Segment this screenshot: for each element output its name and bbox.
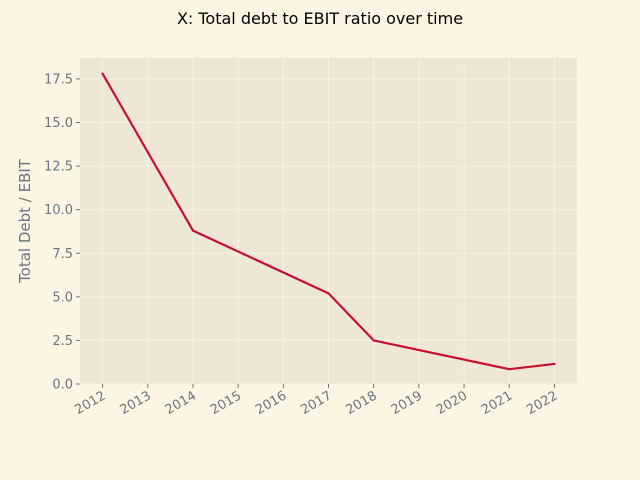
data-point <box>191 229 195 232</box>
y-tick-label: 17.5 <box>44 72 73 87</box>
y-tick-label: 5.0 <box>52 290 73 305</box>
data-point <box>372 339 375 342</box>
y-tick-label: 7.5 <box>52 247 73 262</box>
data-point <box>101 72 104 75</box>
data-point <box>553 362 556 366</box>
data-point <box>327 292 330 295</box>
series-line <box>101 72 556 371</box>
y-axis-label: Total Debt / EBIT <box>16 158 34 284</box>
y-tick-label: 15.0 <box>44 116 73 131</box>
data-point <box>508 368 511 371</box>
y-tick-label: 0.0 <box>52 378 73 393</box>
y-tick-label: 2.5 <box>52 334 73 349</box>
y-tick-label: 10.0 <box>44 203 73 218</box>
y-tick-label: 12.5 <box>44 160 73 175</box>
chart-title: X: Total debt to EBIT ratio over time <box>177 9 463 28</box>
series-layer <box>101 72 556 371</box>
